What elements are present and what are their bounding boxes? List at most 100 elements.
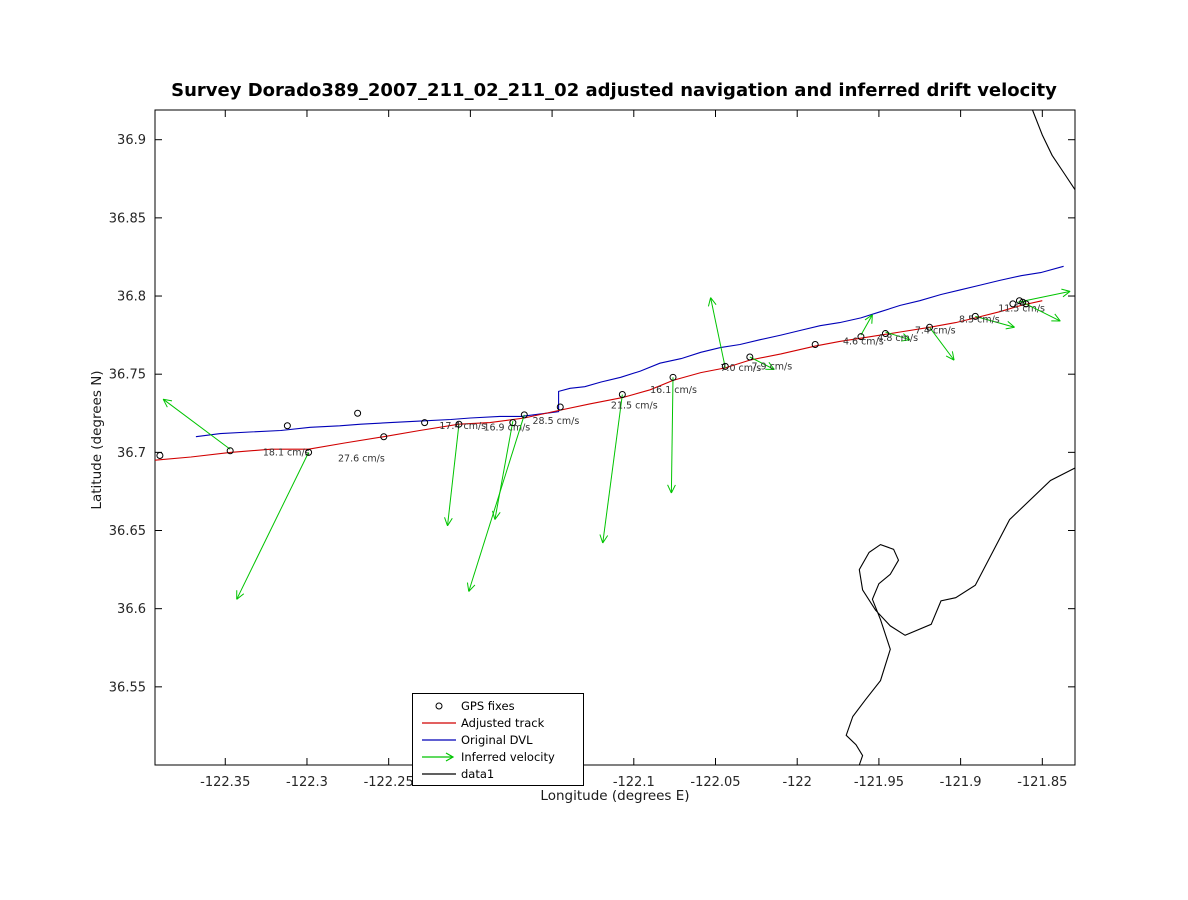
- gps-fix-marker: [1009, 300, 1017, 308]
- gps-fix-marker: [283, 422, 291, 430]
- x-tick-label: -122.35: [200, 775, 250, 790]
- velocity-arrowhead: [1005, 326, 1015, 330]
- gps-fix-marker: [226, 447, 234, 455]
- legend-item-data1: data1: [417, 765, 579, 782]
- gps-fix-marker: [1022, 300, 1030, 308]
- velocity-arrowhead: [900, 339, 911, 342]
- red-line-icon: [417, 716, 461, 730]
- gps-fix-marker: [881, 330, 889, 338]
- velocity-arrowhead: [670, 484, 676, 494]
- coastline: [1031, 109, 1076, 191]
- velocity-arrowhead: [468, 584, 476, 592]
- velocity-label: 18.1 cm/s: [263, 447, 310, 458]
- gps-fix-marker: [721, 362, 729, 370]
- legend-label-original-dvl: Original DVL: [461, 732, 533, 747]
- gps-fix-marker: [669, 373, 677, 381]
- x-tick-label: -121.9: [940, 775, 982, 790]
- velocity-label: 17.4 cm/s: [439, 421, 486, 432]
- velocity-label: 4.8 cm/s: [877, 333, 918, 344]
- velocity-arrowhead: [602, 535, 609, 544]
- velocity-label: 21.5 cm/s: [611, 400, 658, 411]
- velocity-arrowhead: [444, 517, 448, 526]
- x-tick-label: -122: [782, 775, 812, 790]
- velocity-arrow: [602, 394, 623, 544]
- velocity-label: 28.5 cm/s: [532, 416, 579, 427]
- velocity-arrowhead: [710, 297, 717, 306]
- x-axis-title: Longitude (degrees E): [540, 788, 690, 804]
- velocity-arrow: [236, 452, 310, 600]
- legend-item-inferred-velocity: Inferred velocity: [417, 748, 579, 765]
- plot-frame: [154, 109, 1076, 766]
- velocity-arrowhead: [1061, 288, 1071, 292]
- y-tick-label: 36.6: [117, 602, 146, 617]
- x-tick-label: -121.85: [1017, 775, 1067, 790]
- coastline: [845, 467, 1076, 766]
- legend-item-gps-fixes: GPS fixes: [417, 697, 579, 714]
- velocity-arrowhead: [492, 510, 496, 520]
- velocity-label: 11.5 cm/s: [998, 304, 1045, 315]
- legend-label-gps-fixes: GPS fixes: [461, 698, 515, 713]
- velocity-arrow: [162, 398, 231, 450]
- velocity-arrowhead: [871, 314, 873, 324]
- y-tick-label: 36.8: [117, 290, 146, 305]
- velocity-arrow: [885, 331, 911, 341]
- y-tick-label: 36.75: [109, 368, 146, 383]
- y-tick-label: 36.65: [109, 524, 146, 539]
- legend-item-adjusted-track: Adjusted track: [417, 714, 579, 731]
- gps-fix-marker: [520, 411, 528, 419]
- chart-title: Survey Dorado389_2007_211_02_211_02 adju…: [171, 80, 1057, 101]
- velocity-label: 7.0 cm/s: [720, 363, 761, 374]
- gps-fix-marker: [305, 448, 313, 456]
- velocity-arrowhead: [903, 333, 911, 341]
- velocity-arrow: [710, 297, 726, 369]
- velocity-arrowhead: [599, 534, 604, 544]
- velocity-arrow: [860, 314, 873, 336]
- y-tick-label: 36.9: [117, 133, 146, 148]
- velocity-label: 16.9 cm/s: [483, 422, 530, 433]
- velocity-arrowhead: [945, 355, 955, 361]
- legend-item-original-dvl: Original DVL: [417, 731, 579, 748]
- velocity-arrow: [670, 377, 674, 494]
- velocity-arrow: [749, 356, 775, 370]
- velocity-arrowhead: [1007, 320, 1015, 328]
- blue-line-icon: [417, 733, 461, 747]
- gps-fix-marker: [509, 419, 517, 427]
- velocity-arrowhead: [707, 297, 712, 307]
- gps-fix-marker: [746, 353, 754, 361]
- gps-fix-marker: [618, 391, 626, 399]
- gps-fix-marker: [857, 333, 865, 341]
- y-tick-label: 36.7: [117, 446, 146, 461]
- legend-label-adjusted-track: Adjusted track: [461, 715, 545, 730]
- x-tick-label: -122.1: [613, 775, 655, 790]
- gps-fix-marker: [380, 433, 388, 441]
- velocity-arrow: [975, 315, 1015, 328]
- velocity-arrowhead: [466, 582, 470, 592]
- velocity-arrow: [447, 424, 460, 526]
- x-tick-label: -122.3: [286, 775, 328, 790]
- velocity-arrowhead: [494, 512, 501, 520]
- gps-fix-marker: [354, 409, 362, 417]
- green-arrow-icon: [417, 750, 461, 764]
- velocity-arrow: [468, 414, 525, 592]
- legend-label-inferred-velocity: Inferred velocity: [461, 749, 555, 764]
- velocity-arrowhead: [864, 314, 873, 321]
- x-tick-label: -121.95: [854, 775, 904, 790]
- adjusted-track: [154, 300, 1043, 461]
- velocity-arrowhead: [667, 484, 672, 494]
- gps-fix-marker: [556, 403, 564, 411]
- gps-marker-icon: [417, 699, 461, 713]
- velocity-label: 16.1 cm/s: [650, 385, 697, 396]
- legend: GPS fixes Adjusted track Original DVL In…: [412, 693, 584, 786]
- gps-fix-marker: [1019, 298, 1027, 306]
- velocity-arrowhead: [1054, 313, 1061, 322]
- velocity-arrowhead: [1062, 290, 1071, 298]
- velocity-arrowhead: [236, 593, 245, 600]
- velocity-label: 27.6 cm/s: [338, 454, 385, 465]
- velocity-arrowhead: [951, 351, 955, 361]
- velocity-label: 7.9 cm/s: [751, 361, 792, 372]
- gps-fix-marker: [1015, 297, 1023, 305]
- velocity-arrow: [494, 420, 514, 520]
- velocity-arrowhead: [162, 398, 168, 408]
